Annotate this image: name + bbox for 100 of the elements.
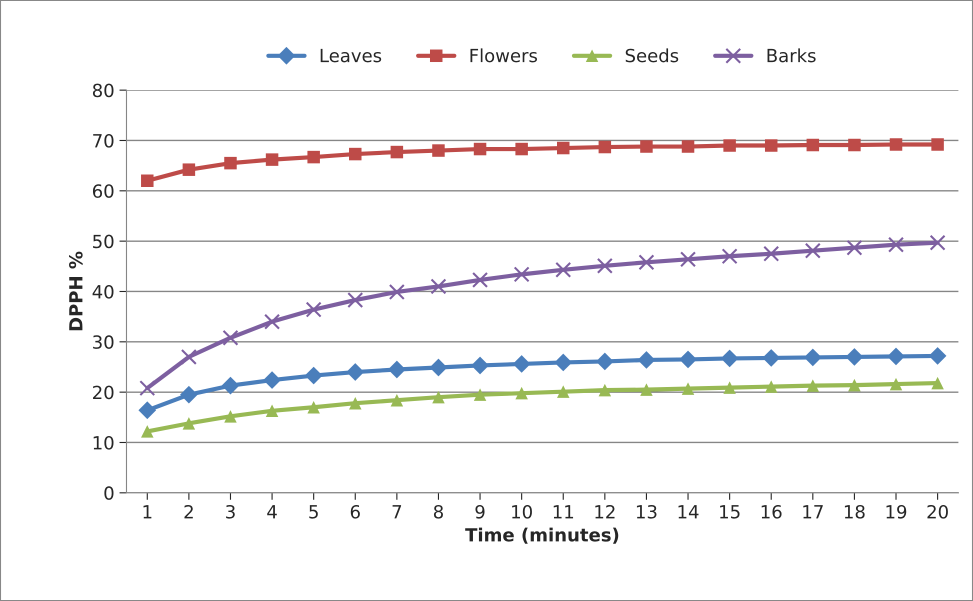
y-tick-label: 60 [92, 184, 114, 198]
point [390, 394, 404, 406]
point [430, 278, 446, 294]
point [931, 138, 944, 151]
y-tick-label: 30 [93, 335, 114, 349]
x-tick-label: 5 [309, 505, 318, 519]
x-tick-label: 10 [512, 504, 532, 519]
point [596, 352, 614, 370]
point [264, 314, 280, 330]
point [307, 150, 320, 164]
x-tick-label: 17 [803, 505, 823, 518]
point [804, 242, 821, 259]
x-tick-label: 2 [184, 504, 193, 518]
point [638, 351, 656, 369]
y-tick-label: 80 [92, 84, 114, 98]
point [472, 272, 488, 288]
point [515, 142, 528, 156]
x-tick-label: 7 [392, 505, 402, 518]
legend-label: Leaves [320, 48, 382, 62]
y-tick-label: 0 [104, 486, 114, 500]
y-tick-label: 10 [94, 436, 114, 450]
x-tick-label: 19 [886, 504, 906, 519]
x-tick-label: 11 [554, 505, 574, 518]
point [596, 258, 613, 274]
x-tick-label: 1 [144, 505, 152, 518]
y-tick-label: 70 [93, 134, 114, 148]
x-tick-label: 18 [844, 504, 865, 519]
point [141, 174, 154, 187]
point [224, 156, 237, 170]
point [846, 348, 864, 366]
point [306, 302, 322, 318]
point [180, 348, 197, 365]
point [307, 401, 320, 414]
point [222, 376, 240, 394]
point [182, 417, 196, 430]
point [514, 266, 530, 282]
point [723, 139, 736, 152]
point [432, 144, 445, 157]
point [388, 284, 405, 300]
point [556, 142, 570, 154]
y-tick-label: 40 [92, 284, 114, 299]
point [474, 142, 486, 156]
point [266, 404, 278, 418]
point [430, 358, 448, 376]
point [598, 384, 612, 396]
x-tick-label: 8 [434, 504, 443, 519]
x-tick-label: 12 [595, 504, 615, 518]
point [930, 234, 946, 251]
point [474, 388, 486, 401]
point [679, 350, 697, 368]
point [304, 366, 323, 384]
point [515, 386, 528, 400]
point [682, 382, 694, 395]
point [640, 383, 653, 396]
point [139, 380, 156, 396]
legend-label: Barks [768, 48, 816, 62]
point [890, 378, 902, 390]
point [347, 292, 364, 308]
point [512, 355, 530, 373]
point [390, 146, 404, 158]
point [349, 396, 362, 410]
x-tick-label: 16 [762, 504, 782, 519]
y-axis-title: DPPH % [69, 252, 83, 330]
point [222, 330, 238, 346]
x-tick-label: 3 [226, 504, 235, 519]
point [555, 262, 572, 278]
x-axis-title: Time (minutes) [465, 528, 618, 544]
point [928, 347, 946, 365]
point [848, 138, 861, 152]
x-tick-label: 15 [720, 505, 740, 519]
point [887, 348, 905, 366]
point [890, 138, 902, 151]
legend-label: Seeds [626, 48, 678, 62]
point [680, 251, 696, 268]
x-tick-label: 20 [927, 504, 948, 519]
point [263, 371, 281, 389]
x-tick-label: 14 [678, 505, 699, 518]
point [931, 376, 944, 390]
point [432, 390, 445, 404]
point [388, 360, 406, 378]
point [471, 356, 489, 374]
point [722, 248, 738, 264]
point [888, 236, 904, 253]
x-tick-label: 13 [636, 504, 656, 519]
point [224, 410, 237, 423]
point [266, 153, 278, 166]
point [180, 386, 198, 404]
point [556, 385, 570, 398]
point [182, 163, 196, 176]
point [640, 140, 653, 153]
point [349, 148, 362, 160]
point [638, 254, 654, 270]
point [720, 350, 738, 368]
point [806, 379, 820, 392]
point [848, 378, 861, 392]
point [763, 246, 780, 262]
point [554, 354, 572, 372]
x-tick-label: 9 [475, 504, 485, 519]
point [762, 349, 780, 367]
legend-label: Flowers [470, 48, 538, 62]
